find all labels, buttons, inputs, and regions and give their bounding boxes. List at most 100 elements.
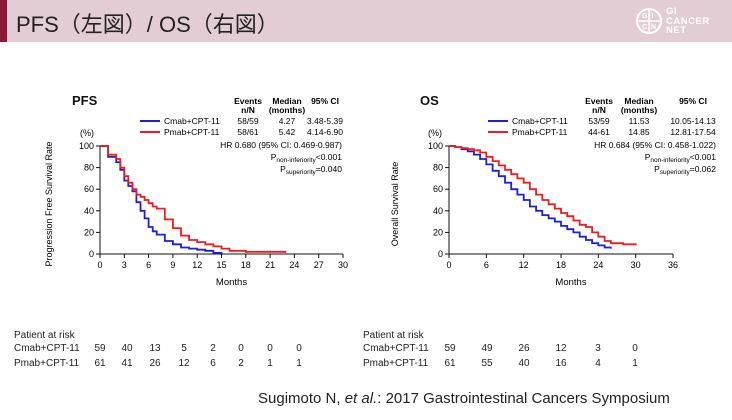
p-subscript: non-inferiority (276, 157, 316, 164)
risk-count: 13 (149, 343, 161, 354)
risk-count: 12 (178, 358, 190, 369)
ci-value: 4.14-6.90 (307, 127, 343, 137)
risk-count: 61 (444, 358, 456, 369)
risk-count: 1 (632, 358, 638, 369)
median-value: 5.42 (279, 127, 296, 137)
x-tick-label: 15 (216, 260, 226, 270)
risk-count: 16 (555, 358, 567, 369)
y-tick-label: 80 (433, 163, 443, 173)
risk-count: 4 (595, 358, 601, 369)
x-tick-label: 0 (97, 260, 102, 270)
citation-rest: : 2017 Gastrointestinal Cancers Symposiu… (377, 390, 670, 407)
survival-curve (449, 145, 612, 249)
events-subheader: n/N (592, 105, 606, 115)
p-superiority: Psuperiority=0.040 (280, 164, 342, 176)
citation: Sugimoto N, et al.: 2017 Gastrointestina… (258, 390, 670, 407)
y-tick-label: 80 (84, 163, 94, 173)
events-value: 53/59 (588, 116, 610, 126)
x-tick-label: 12 (192, 260, 202, 270)
p-value: =0.040 (316, 164, 343, 174)
risk-count: 2 (238, 358, 244, 369)
y-tick-label: 40 (84, 206, 94, 216)
x-tick-label: 27 (314, 260, 324, 270)
logo-line: NET (666, 25, 687, 37)
median-subheader: (months) (621, 105, 658, 115)
risk-count: 40 (121, 343, 133, 354)
p-subscript: superiority (286, 169, 317, 176)
ci-header: 95% CI (679, 96, 707, 106)
risk-row-label: Cmab+CPT-11 (14, 343, 80, 354)
p-superiority: Psuperiority=0.062 (654, 164, 716, 176)
page-title: PFS（左図）/ OS（右図） (16, 12, 279, 37)
risk-count: 40 (518, 358, 530, 369)
y-unit-label: (%) (428, 128, 442, 138)
hazard-ratio: HR 0.680 (95% CI: 0.469-0.987) (220, 140, 342, 150)
p-noninferiority: Pnon-inferiority<0.001 (645, 152, 717, 164)
risk-count: 12 (555, 343, 567, 354)
events-value: 44-61 (588, 127, 610, 137)
x-tick-label: 24 (593, 260, 603, 270)
survival-curve (100, 145, 287, 253)
risk-count: 0 (296, 343, 302, 354)
logo-line: CANCER (666, 15, 710, 27)
events-subheader: n/N (241, 105, 255, 115)
p-value: <0.001 (316, 152, 343, 162)
y-axis-label: Progression Free Survival Rate (44, 141, 54, 266)
events-header: Events (585, 96, 613, 106)
risk-count: 0 (632, 343, 638, 354)
median-value: 14.85 (628, 127, 650, 137)
p-label: P (645, 152, 651, 162)
p-label: P (271, 152, 277, 162)
x-axis-label: Months (555, 277, 586, 288)
logo-mark-char: I (652, 13, 654, 20)
median-header: Median (272, 96, 301, 106)
gi-cancer-net-logo: G I C N GI CANCER NET (636, 6, 728, 38)
header-band: PFS（左図）/ OS（右図） G I C N GI CANCER NET (0, 0, 732, 42)
risk-count: 61 (94, 358, 106, 369)
y-tick-label: 0 (438, 249, 443, 259)
y-tick-label: 60 (84, 184, 94, 194)
citation-author: Sugimoto N, (258, 390, 345, 407)
header-accent-bar (0, 0, 7, 42)
y-tick-label: 20 (433, 227, 443, 237)
y-tick-label: 0 (89, 249, 94, 259)
y-unit-label: (%) (80, 128, 94, 138)
x-tick-label: 30 (631, 260, 641, 270)
y-tick-label: 100 (428, 141, 443, 151)
y-tick-label: 20 (84, 227, 94, 237)
x-tick-label: 3 (122, 260, 127, 270)
y-tick-label: 100 (79, 141, 94, 151)
risk-count: 26 (518, 343, 530, 354)
legend-label: Pmab+CPT-11 (512, 127, 568, 137)
x-tick-label: 0 (446, 260, 451, 270)
risk-count: 26 (149, 358, 161, 369)
risk-count: 0 (267, 343, 273, 354)
chart-title: PFS (72, 93, 98, 108)
ci-header: 95% CI (311, 96, 339, 106)
logo-mark-char: G (642, 13, 648, 20)
logo-mark-char: C (642, 24, 647, 31)
logo-mark-char: N (651, 24, 656, 31)
risk-count: 55 (481, 358, 493, 369)
risk-row-label: Pmab+CPT-11 (363, 358, 429, 369)
risk-count: 59 (444, 343, 456, 354)
legend-label: Cmab+CPT-11 (164, 116, 220, 126)
events-value: 58/59 (237, 116, 259, 126)
median-header: Median (624, 96, 653, 106)
x-tick-label: 9 (170, 260, 175, 270)
p-subscript: non-inferiority (650, 157, 690, 164)
p-subscript: superiority (660, 169, 691, 176)
median-value: 4.27 (279, 116, 296, 126)
survival-curve (449, 145, 637, 246)
y-axis-label: Overall Survival Rate (390, 162, 400, 247)
risk-count: 0 (238, 343, 244, 354)
risk-count: 2 (210, 343, 216, 354)
legend-label: Pmab+CPT-11 (164, 127, 220, 137)
x-tick-label: 18 (241, 260, 251, 270)
x-axis-label: Months (216, 277, 247, 288)
survival-curve (100, 145, 223, 254)
citation-etal: et al. (344, 390, 378, 407)
